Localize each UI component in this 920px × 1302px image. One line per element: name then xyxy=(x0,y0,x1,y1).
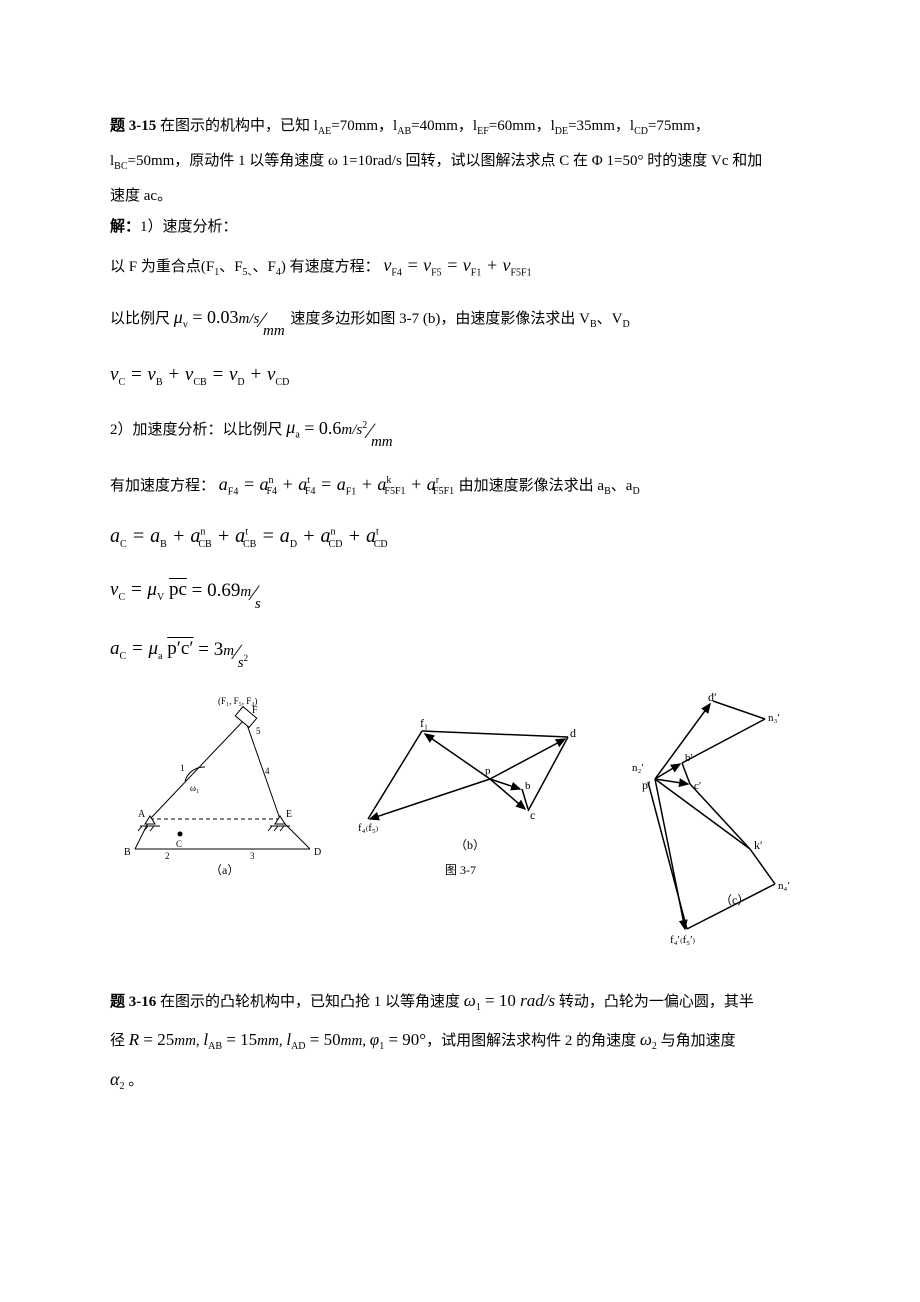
svg-text:f₄₍f₅₎: f₄₍f₅₎ xyxy=(358,822,379,834)
text: 与角加速度 xyxy=(657,1033,736,1049)
solution-step1: 解：1）速度分析： xyxy=(110,215,810,239)
svg-text:C: C xyxy=(176,839,182,849)
sub-AE: AE xyxy=(318,126,331,137)
text: =60mm，l xyxy=(489,118,555,134)
step1-label: 1）速度分析： xyxy=(140,219,238,235)
svg-text:c′: c′ xyxy=(694,780,701,792)
svg-text:b′: b′ xyxy=(685,752,693,764)
val: = 0.6 xyxy=(300,417,342,437)
text: ，试用图解法求构件 2 的角速度 xyxy=(426,1033,640,1049)
fraction-ms-mm: m/s∕mm xyxy=(238,292,286,347)
fraction-ms2-mm: m/s2∕mm xyxy=(341,403,394,458)
text: 、F xyxy=(219,259,242,275)
svg-text:ω₁: ω₁ xyxy=(190,783,199,793)
ac-full-equation: aC = aB + anCB + atCB = aD + anCD + atCD xyxy=(110,511,810,561)
vc-result: vC = μV pc = 0.69m∕s xyxy=(110,565,810,620)
text: 、V xyxy=(597,311,623,327)
svg-text:f₁: f₁ xyxy=(420,716,428,730)
svg-text:d: d xyxy=(570,726,576,740)
text: =70mm，l xyxy=(331,118,397,134)
accel-equation-line: 有加速度方程： aF4 = anF4 + atF4 = aF1 + akF5F1… xyxy=(110,462,810,507)
velocity-polygon: f₁ d p b c f₄₍f₅₎ （b） 图 3-7 xyxy=(350,689,590,879)
svg-text:b: b xyxy=(525,780,531,792)
problem-16-line2: 径 R = 25mm, lAB = 15mm, lAD = 50mm, φ1 =… xyxy=(110,1021,810,1058)
ac-result: aC = μa p′c′ = 3m∕s2 xyxy=(110,624,810,679)
svg-text:p: p xyxy=(485,765,491,777)
text: 转动，凸轮为一偏心圆，其半 xyxy=(555,994,754,1010)
svg-text:n₄′: n₄′ xyxy=(778,880,790,892)
step2-line: 2）加速度分析：以比例尺 μa = 0.6m/s2∕mm xyxy=(110,403,810,458)
acceleration-equation: aF4 = anF4 + atF4 = aF1 + akF5F1 + arF5F… xyxy=(219,474,459,494)
text: =75mm， xyxy=(648,118,710,134)
problem-16-number: 题 3-16 xyxy=(110,994,156,1010)
text: 以比例尺 xyxy=(110,311,174,327)
text: 速度 ac。 xyxy=(110,188,172,204)
velocity-equation: vF4 = vF5 = vF1 + vF5F1 xyxy=(383,255,531,275)
sub-EF: EF xyxy=(477,126,489,137)
acceleration-polygon: d′ n₃′ b′ n₂′ p′ c′ k′ n₄′ f₄′₍f₅′₎ （c） xyxy=(610,689,810,949)
coincide-point-line: 以 F 为重合点(F1、F5、、F4) 有速度方程： vF4 = vF5 = v… xyxy=(110,243,810,288)
svg-text:F: F xyxy=(252,705,258,716)
svg-text:1: 1 xyxy=(180,763,185,773)
step2-label: 2）加速度分析：以比例尺 xyxy=(110,421,286,437)
velocity-scale-line: 以比例尺 μv = 0.03m/s∕mm 速度多边形如图 3-7 (b)，由速度… xyxy=(110,292,810,347)
svg-text:D: D xyxy=(314,847,321,858)
text: ) 有速度方程： xyxy=(281,259,380,275)
svg-text:B: B xyxy=(124,847,131,858)
caption-a: （a） xyxy=(210,863,239,877)
svg-text:n₃′: n₃′ xyxy=(768,712,780,724)
caption-c: （c） xyxy=(720,893,749,907)
problem-15-number: 题 3-15 xyxy=(110,118,156,134)
problem-15-line1: 题 3-15 在图示的机构中，已知 lAE=70mm，lAB=40mm，lEF=… xyxy=(110,110,810,143)
sub-DE: DE xyxy=(555,126,568,137)
text: =35mm，l xyxy=(568,118,634,134)
solution-label: 解： xyxy=(110,219,140,235)
vc-equation: vC = vB + vCB = vD + vCD xyxy=(110,351,810,399)
problem-16-line3: α2 。 xyxy=(110,1060,810,1100)
mechanism-diagram: (F₁, F₅, F₄) F 5 1 ω₁ 4 A E C B 2 3 D （a… xyxy=(110,689,330,879)
svg-text:k′: k′ xyxy=(754,838,763,852)
text: 、F xyxy=(253,259,276,275)
sub-AB: AB xyxy=(397,126,411,137)
text: =40mm，l xyxy=(411,118,477,134)
svg-text:f₄′₍f₅′₎: f₄′₍f₅′₎ xyxy=(670,934,696,946)
svg-text:d′: d′ xyxy=(708,690,717,704)
main-caption: 图 3-7 xyxy=(445,863,476,877)
text: 在图示的凸轮机构中，已知凸抢 1 以等角速度 xyxy=(156,994,464,1010)
problem-15-line2: lBC=50mm，原动件 1 以等角速度 ω 1=10rad/s 回转，试以图解… xyxy=(110,145,810,178)
svg-text:p′: p′ xyxy=(642,778,651,792)
diagram-a: (F₁, F₅, F₄) F 5 1 ω₁ 4 A E C B 2 3 D （a… xyxy=(110,689,330,892)
problem-16-line1: 题 3-16 在图示的凸轮机构中，已知凸抢 1 以等角速度 ω1 = 10 ra… xyxy=(110,982,810,1019)
sub-BC: BC xyxy=(114,161,127,172)
svg-text:5: 5 xyxy=(256,726,261,736)
caption-b: （b） xyxy=(455,838,485,852)
figure-3-7: (F₁, F₅, F₄) F 5 1 ω₁ 4 A E C B 2 3 D （a… xyxy=(110,689,810,962)
svg-text:2: 2 xyxy=(165,851,170,861)
svg-text:c: c xyxy=(530,808,535,822)
val: = 0.03 xyxy=(188,307,239,327)
sub-CD: CD xyxy=(634,126,648,137)
problem-15-line3: 速度 ac。 xyxy=(110,180,810,213)
text: 径 xyxy=(110,1033,129,1049)
text: 速度多边形如图 3-7 (b)，由速度影像法求出 V xyxy=(290,311,590,327)
period: 。 xyxy=(124,1073,143,1089)
svg-text:n₂′: n₂′ xyxy=(632,762,644,774)
svg-text:A: A xyxy=(138,809,146,820)
svg-text:3: 3 xyxy=(250,851,255,861)
diagram-b: f₁ d p b c f₄₍f₅₎ （b） 图 3-7 xyxy=(350,689,590,892)
diagram-c: d′ n₃′ b′ n₂′ p′ c′ k′ n₄′ f₄′₍f₅′₎ （c） xyxy=(610,689,810,962)
text: 、a xyxy=(611,478,633,494)
text: 在图示的机构中，已知 l xyxy=(156,118,318,134)
text: 有加速度方程： xyxy=(110,478,215,494)
text: 以 F 为重合点(F xyxy=(110,259,214,275)
text: =50mm，原动件 1 以等角速度 ω 1=10rad/s 回转，试以图解法求点… xyxy=(128,153,763,169)
svg-text:E: E xyxy=(286,809,292,820)
svg-text:4: 4 xyxy=(265,766,270,776)
text: 由加速度影像法求出 a xyxy=(459,478,604,494)
